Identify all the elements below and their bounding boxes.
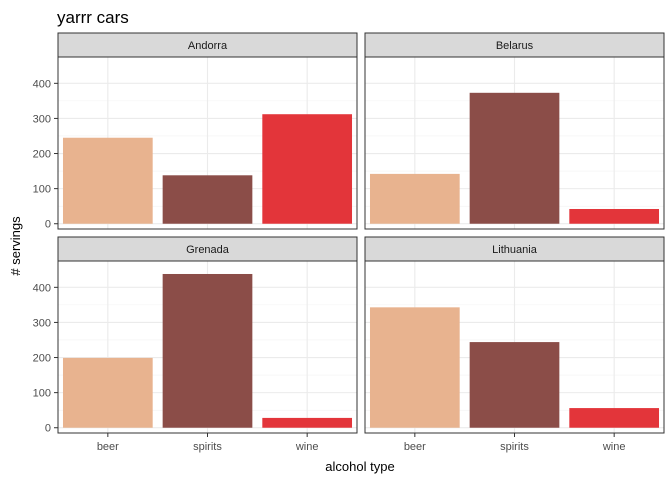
facet-strip-label: Lithuania [492, 244, 538, 256]
bar-belarus-beer [369, 173, 460, 224]
bar-grenada-spirits [162, 273, 253, 428]
panel-lithuania: Lithuania beer spirits wine [364, 236, 665, 453]
bar-grenada-wine [262, 417, 353, 428]
y-tick-label: 400 [33, 78, 51, 90]
y-tick-label: 0 [45, 219, 51, 231]
y-tick-label: 100 [33, 184, 51, 196]
y-tick-label: 0 [45, 423, 51, 435]
facet-strip [364, 32, 665, 58]
bar-belarus-wine [569, 208, 660, 224]
facet-strip-label: Andorra [188, 40, 228, 52]
panel-grenada: Grenada 0 100 200 300 400 beer spirits wine [33, 236, 358, 453]
y-tick-label: 200 [33, 149, 51, 161]
x-tick-label: spirits [193, 441, 222, 453]
panel-andorra: Andorra 0 100 200 300 400 [33, 32, 358, 231]
x-tick-label: wine [602, 441, 626, 453]
bar-andorra-wine [262, 114, 353, 224]
y-tick-label: 300 [33, 317, 51, 329]
y-axis-title: # servings [8, 216, 23, 276]
panel-belarus: Belarus [364, 32, 665, 230]
bar-belarus-spirits [469, 92, 560, 224]
facet-strip [57, 32, 358, 58]
x-tick-label: beer [404, 441, 426, 453]
x-tick-label: beer [97, 441, 119, 453]
facet-strip [364, 236, 665, 262]
y-tick-label: 200 [33, 353, 51, 365]
bar-andorra-spirits [162, 175, 253, 224]
facet-strip-label: Grenada [186, 244, 230, 256]
bar-lithuania-wine [569, 408, 660, 428]
x-tick-label: spirits [500, 441, 529, 453]
y-tick-label: 100 [33, 388, 51, 400]
y-tick-label: 400 [33, 282, 51, 294]
y-tick-label: 300 [33, 113, 51, 125]
bar-grenada-beer [62, 357, 153, 428]
bar-andorra-beer [62, 137, 153, 224]
bar-lithuania-spirits [469, 342, 560, 428]
facet-panels: Andorra 0 100 200 300 400 Belarus Grenada 0 100 20… [33, 32, 665, 453]
x-axis-title: alcohol type [325, 459, 394, 474]
facet-strip-label: Belarus [496, 40, 534, 52]
x-tick-label: wine [295, 441, 319, 453]
chart-title: yarrr cars [57, 8, 129, 27]
panel-border [364, 56, 665, 230]
panel-border [57, 56, 358, 230]
bar-lithuania-beer [369, 307, 460, 428]
